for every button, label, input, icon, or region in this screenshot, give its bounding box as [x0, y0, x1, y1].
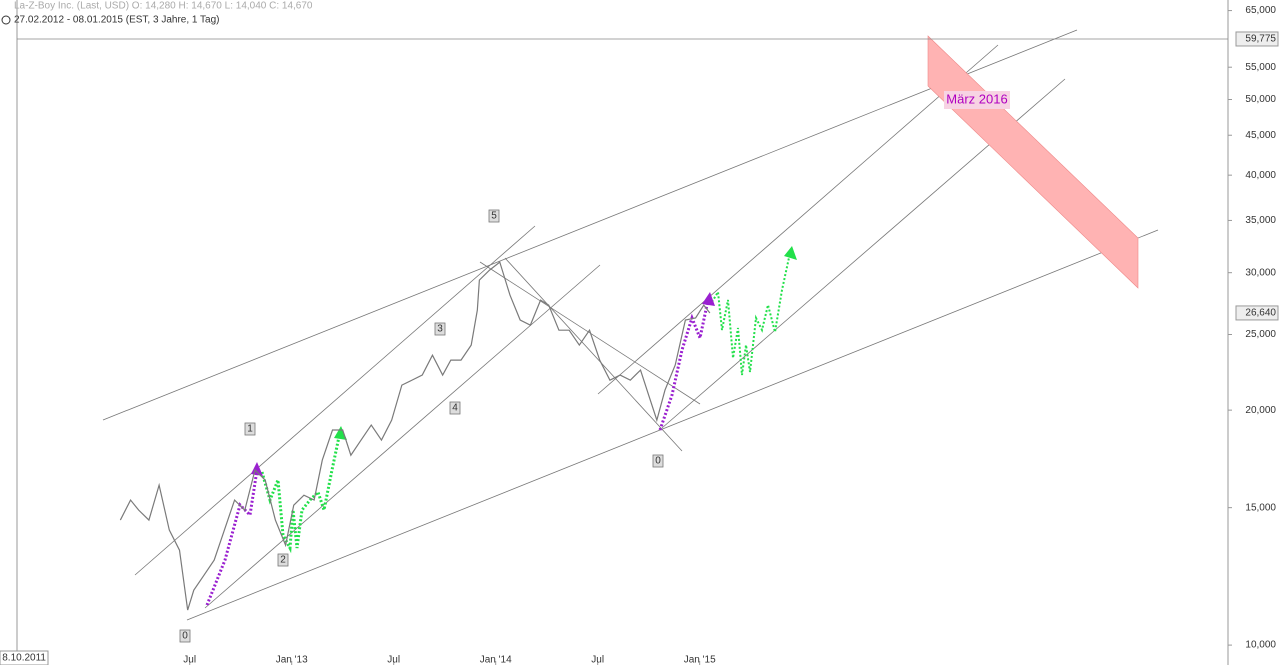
x-tick-label: Jul — [591, 655, 604, 665]
trend-lines — [102, 29, 1159, 621]
y-tick-label: 35,000 — [1245, 215, 1276, 226]
wave-label: 1 — [244, 422, 256, 436]
y-tick-label: 20,000 — [1245, 405, 1276, 416]
wave-label: 5 — [488, 209, 500, 223]
wave-label-text: 4 — [452, 403, 458, 414]
wave-label-text: 5 — [491, 211, 497, 222]
y-tick-label: 10,000 — [1245, 640, 1276, 651]
y-tick-label: 30,000 — [1245, 267, 1276, 278]
target-zone — [927, 35, 1139, 289]
x-tick-label: Jul — [387, 655, 400, 665]
wave-label-box — [434, 322, 446, 336]
price-marker-label: 59,775 — [1245, 34, 1276, 45]
x-tick-label: Jan '14 — [480, 655, 512, 665]
wave-label: 3 — [434, 322, 446, 336]
y-tick-label: 25,000 — [1245, 329, 1276, 340]
forecast-paths — [205, 252, 791, 606]
price-marker-label: 26,640 — [1245, 308, 1276, 319]
y-tick-label: 50,000 — [1245, 94, 1276, 105]
wave-label: 2 — [277, 553, 289, 567]
y-tick-label: 40,000 — [1245, 170, 1276, 181]
wave-label: 4 — [449, 401, 461, 415]
wave-label-box — [488, 209, 500, 223]
wave-label-text: 1 — [247, 424, 253, 435]
arrow-head — [251, 462, 263, 476]
target-label-bg — [944, 91, 1010, 109]
wave-label-box — [244, 422, 256, 436]
arrow-head — [784, 246, 797, 260]
wave-label-text: 0 — [182, 631, 188, 642]
y-tick-label: 55,000 — [1245, 62, 1276, 73]
y-tick-label: 65,000 — [1245, 5, 1276, 16]
x-tick-label: Jul — [183, 655, 196, 665]
arrow-head — [702, 292, 715, 306]
wave-label-text: 0 — [655, 456, 661, 467]
price-marker-box — [1235, 305, 1279, 321]
instrument-header: La-Z-Boy Inc. (Last, USD) O: 14,280 H: 1… — [14, 1, 313, 12]
date-range: 27.02.2012 - 08.01.2015 (EST, 3 Jahre, 1… — [14, 15, 220, 26]
wave-label-box — [277, 553, 289, 567]
wave-label-box — [449, 401, 461, 415]
x-tick-label: Jan '13 — [276, 655, 308, 665]
y-tick-label: 45,000 — [1245, 130, 1276, 141]
wave-label: 0 — [179, 629, 191, 643]
wave-label-text: 2 — [280, 555, 286, 566]
x-tick-label: Jan '15 — [684, 655, 716, 665]
price-marker-box — [1235, 31, 1279, 47]
wave-label-box — [179, 629, 191, 643]
arrow-head — [334, 426, 347, 440]
wave-label-box — [652, 454, 664, 468]
clock-icon — [1, 15, 11, 25]
wave-label-text: 3 — [437, 324, 443, 335]
wave-label: 0 — [652, 454, 664, 468]
target-label: März 2016 — [946, 91, 1007, 106]
price-line — [119, 261, 711, 611]
corner-date: 8.10.2011 — [2, 653, 46, 664]
y-tick-label: 15,000 — [1245, 502, 1276, 513]
